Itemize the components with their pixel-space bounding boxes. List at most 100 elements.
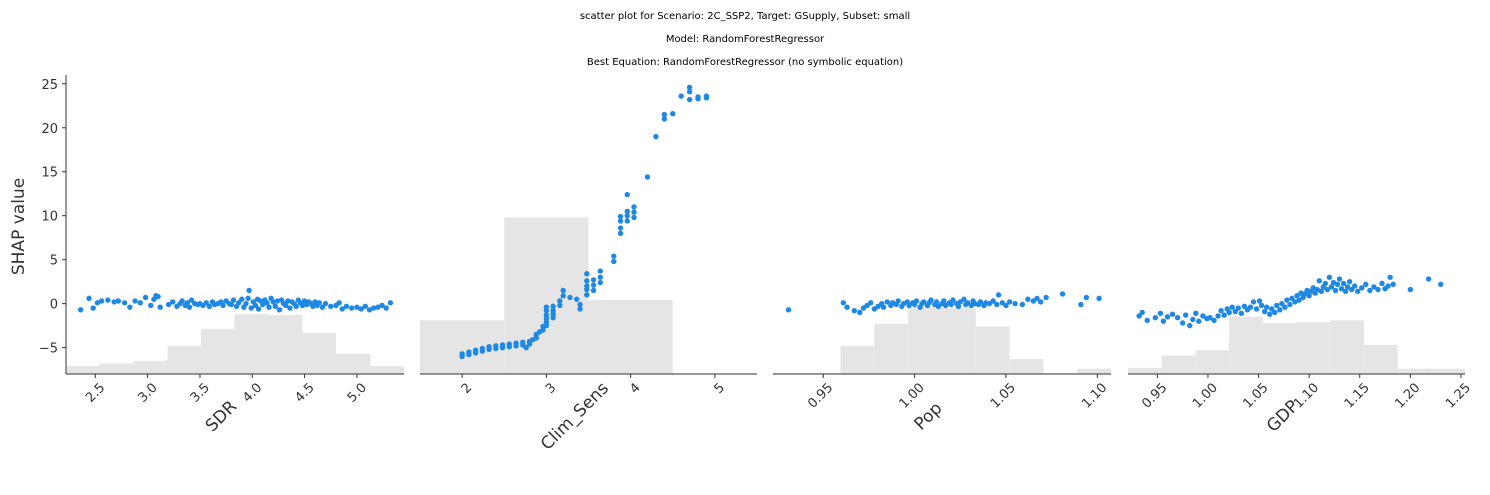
scatter-point: [1144, 317, 1150, 324]
x-tick-label: 1.00: [1190, 380, 1221, 411]
scatter-point: [785, 307, 792, 313]
scatter-point: [299, 302, 306, 309]
scatter-point: [597, 279, 603, 286]
scatter-point: [1263, 304, 1270, 310]
scatter-point: [941, 298, 947, 304]
scatter-point: [557, 302, 563, 309]
scatter-point: [851, 307, 858, 314]
histogram-bar: [1009, 359, 1044, 374]
scatter-point: [1152, 315, 1159, 321]
scatter-point: [1359, 285, 1365, 291]
scatter-point: [1318, 288, 1324, 295]
scatter-point: [1182, 312, 1189, 318]
scatter-point: [574, 296, 580, 302]
scatter-point: [1083, 294, 1090, 301]
scatter-point: [1371, 284, 1377, 290]
scatter-point: [228, 301, 235, 308]
scatter-point: [577, 306, 583, 312]
scatter-point: [1012, 300, 1018, 307]
histogram-bar: [1363, 344, 1398, 374]
scatter-point: [631, 214, 637, 221]
scatter-point: [990, 298, 996, 304]
scatter-point: [1387, 274, 1393, 280]
scatter-point: [1169, 311, 1176, 317]
scatter-point: [506, 341, 513, 347]
x-tick-label: 4.0: [240, 380, 265, 405]
scatter-point: [1218, 307, 1224, 314]
scatter-point: [479, 345, 486, 352]
scatter-point: [523, 344, 529, 351]
scatter-point: [358, 306, 364, 312]
scatter-point: [499, 342, 506, 348]
scatter-point: [1221, 312, 1227, 318]
histogram-bar: [1397, 368, 1432, 374]
scatter-point: [283, 302, 289, 309]
scatter-point: [1096, 295, 1102, 302]
scatter-point: [206, 303, 213, 309]
scatter-point: [948, 301, 954, 308]
histogram-bar: [167, 345, 201, 374]
scatter-points: [459, 84, 710, 360]
scatter-point: [370, 305, 377, 311]
scatter-point: [1385, 283, 1391, 289]
scatter-point: [179, 298, 185, 304]
scatter-point: [343, 303, 350, 309]
y-tick-label: −5: [39, 342, 58, 357]
scatter-point: [977, 299, 984, 305]
scatter-point: [624, 191, 630, 198]
scatter-point: [310, 303, 316, 309]
scatter-point: [1160, 318, 1167, 324]
scatter-point: [348, 305, 355, 311]
scatter-point: [1287, 301, 1293, 308]
x-tick-label: 0.95: [1139, 380, 1170, 411]
scatter-point: [661, 116, 668, 122]
scatter-point: [239, 296, 245, 302]
scatter-point: [1229, 304, 1235, 310]
scatter-points: [1136, 274, 1444, 329]
x-tick-label: 2.5: [83, 380, 108, 405]
scatter-point: [1330, 279, 1337, 286]
scatter-point: [590, 282, 597, 288]
scatter-point: [1025, 296, 1031, 302]
scatter-point: [624, 213, 630, 219]
scatter-point: [1037, 299, 1044, 305]
scatter-point: [142, 294, 149, 301]
scatter-point: [624, 208, 630, 215]
scatter-point: [844, 304, 850, 310]
scatter-point: [316, 300, 322, 306]
scatter-point: [1215, 313, 1221, 319]
histogram-bar: [66, 366, 100, 374]
scatter-point: [1238, 310, 1245, 317]
scatter-point: [1328, 284, 1335, 290]
scatter-point: [1310, 285, 1316, 291]
scatter-point: [678, 93, 684, 99]
scatter-point: [913, 298, 920, 304]
scatter-point: [590, 287, 597, 294]
scatter-point: [543, 304, 550, 310]
scatter-point: [590, 277, 597, 283]
scatter-point: [933, 299, 940, 305]
scatter-point: [597, 274, 603, 280]
scatter-point: [1304, 287, 1310, 294]
scatter-point: [994, 301, 1000, 308]
x-axis-label: SDR: [202, 397, 242, 437]
histogram-bar: [134, 360, 168, 374]
scatter-point: [248, 305, 254, 311]
histogram-bar: [1077, 368, 1111, 374]
scatter-point: [868, 300, 874, 306]
scatter-point: [375, 304, 381, 310]
scatter-point: [157, 304, 163, 310]
histogram: [1128, 316, 1465, 374]
x-tick-label: 4.5: [292, 380, 317, 405]
scatter-point: [1367, 287, 1373, 294]
scatter-point: [617, 213, 624, 220]
x-tick-label: 5: [711, 380, 727, 396]
histogram-bar: [1161, 355, 1196, 374]
scatter-point: [266, 304, 272, 310]
histogram-bar: [908, 307, 942, 374]
scatter-point: [557, 298, 563, 304]
scatter-points: [77, 287, 394, 313]
histogram-bar: [1431, 368, 1465, 374]
